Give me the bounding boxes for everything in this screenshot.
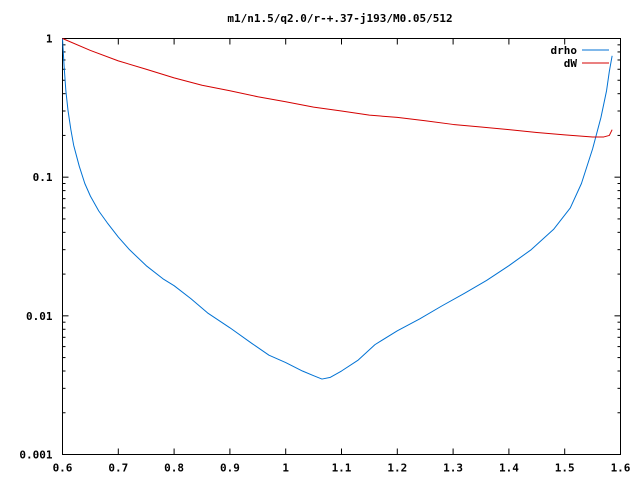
plot-area-border xyxy=(62,38,621,455)
x-tick-label: 1.4 xyxy=(499,462,519,475)
y-tick-label: 0.1 xyxy=(33,171,53,184)
x-tick-label: 0.6 xyxy=(53,462,73,475)
y-tick-label: 0.01 xyxy=(26,310,53,323)
chart-title: m1/n1.5/q2.0/r-+.37-j193/M0.05/512 xyxy=(227,12,452,25)
y-tick-label: 1 xyxy=(46,33,53,46)
y-tick-label: 0.001 xyxy=(19,449,52,462)
series-line-dW xyxy=(62,38,613,138)
x-tick-label: 1 xyxy=(282,462,289,475)
x-tick-label: 1.2 xyxy=(387,462,407,475)
x-tick-label: 0.7 xyxy=(108,462,128,475)
x-tick-label: 0.9 xyxy=(220,462,240,475)
x-tick-label: 0.8 xyxy=(164,462,184,475)
series-layer xyxy=(62,38,613,380)
legend-label-drho: drho xyxy=(551,44,578,57)
legend-label-dW: dW xyxy=(564,57,578,70)
series-line-drho xyxy=(62,38,613,380)
x-tick-label: 1.1 xyxy=(332,462,352,475)
x-tick-label: 1.5 xyxy=(555,462,575,475)
axis-ticks: 0.6 0.7 0.8 0.9 1 1.1 1.2 1.3 1.4 1.5 1.6 1 0.1 0.01 0… xyxy=(19,33,630,475)
x-tick-label: 1.6 xyxy=(611,462,631,475)
x-tick-label: 1.3 xyxy=(443,462,463,475)
